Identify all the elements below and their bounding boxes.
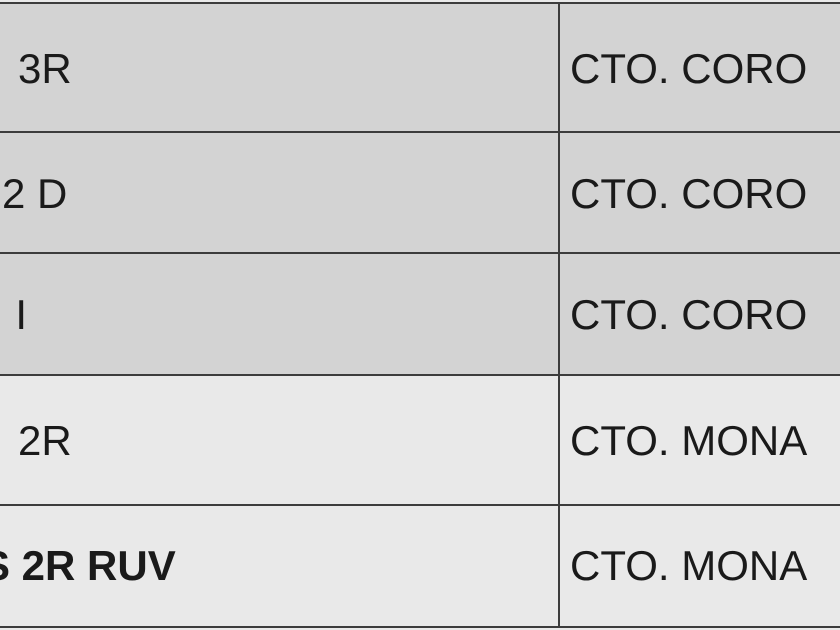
table-row: S 2R RUV CTO. MONA xyxy=(0,504,840,628)
cell-col1: S 2R RUV xyxy=(0,542,176,589)
table-row: 2 D CTO. CORO xyxy=(0,131,840,254)
table-row: 3R CTO. CORO xyxy=(0,2,840,133)
cell-col1: 3R xyxy=(18,44,72,92)
cell-col2: CTO. CORO xyxy=(558,133,840,254)
cell-col1: 2R xyxy=(18,416,72,464)
cell-col1: 2 D xyxy=(2,169,68,217)
cell-col2: CTO. MONA xyxy=(558,506,840,626)
table-row: 2R CTO. MONA xyxy=(0,374,840,505)
cell-col2: CTO. CORO xyxy=(558,254,840,375)
cell-col2: CTO. MONA xyxy=(558,376,840,505)
table-row: I I CTO. CORO xyxy=(0,252,840,375)
cell-col1: I I xyxy=(0,290,28,338)
cell-col2: CTO. CORO xyxy=(558,4,840,133)
